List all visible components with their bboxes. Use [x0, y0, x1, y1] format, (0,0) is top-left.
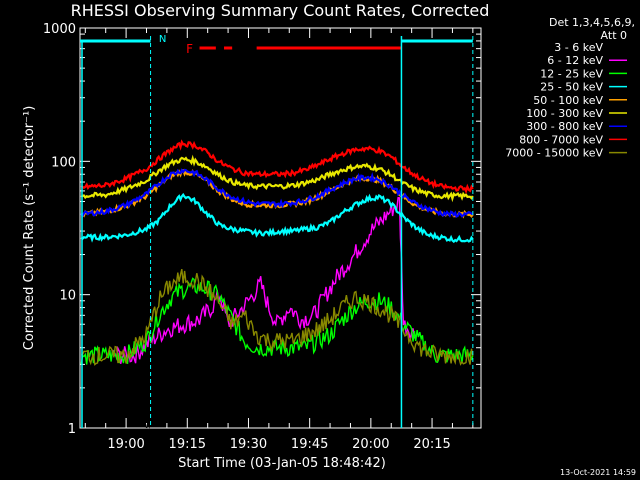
y-axis-label: Corrected Count Rate (s⁻¹ detector⁻¹) [22, 106, 37, 351]
series-line [80, 268, 474, 366]
legend-label: 50 - 100 keV [533, 94, 603, 107]
series-line [80, 168, 474, 219]
x-tick-label: 20:15 [413, 437, 450, 452]
y-tick-label: 10 [59, 289, 76, 304]
plot-frame [79, 27, 482, 429]
y-tick-label: 100 [51, 155, 76, 170]
timestamp: 13-Oct-2021 14:59 [560, 468, 636, 477]
x-tick-label: 19:30 [230, 437, 267, 452]
series-line [80, 154, 474, 203]
series-line [80, 139, 474, 195]
night-label: N [159, 34, 166, 45]
x-tick-label: 19:00 [107, 437, 144, 452]
legend-label: 800 - 7000 keV [519, 133, 603, 146]
series-line [113, 196, 417, 364]
y-tick-label: 1 [68, 422, 76, 437]
legend-label: 25 - 50 keV [540, 81, 603, 94]
annotations-group: NF [80, 34, 474, 428]
y-tick-label: 1000 [43, 22, 76, 37]
legend-label: 12 - 25 keV [540, 67, 603, 80]
series-line [80, 192, 474, 244]
legend-label: 7000 - 15000 keV [505, 147, 603, 160]
x-tick-label: 19:15 [169, 437, 206, 452]
legend-label: 3 - 6 keV [554, 41, 603, 54]
legend-header-detectors: Det 1,3,4,5,6,9, [549, 16, 635, 29]
legend-label: 100 - 300 keV [526, 107, 603, 120]
series-group [80, 139, 474, 429]
flare-label: F [186, 42, 193, 56]
x-tick-label: 19:45 [291, 437, 328, 452]
legend-label: 6 - 12 keV [547, 54, 603, 67]
legend-label: 300 - 800 keV [526, 120, 603, 133]
chart-title: RHESSI Observing Summary Count Rates, Co… [71, 1, 490, 20]
x-tick-label: 20:00 [352, 437, 389, 452]
x-axis-label: Start Time (03-Jan-05 18:48:42) [178, 456, 386, 471]
legend-header-attenuator: Att 0 [601, 29, 627, 42]
series-line [80, 277, 474, 365]
axes-group: 1 10 100 1000 19:00 19:15 19:30 19:45 20:00 20:15 [43, 22, 482, 452]
